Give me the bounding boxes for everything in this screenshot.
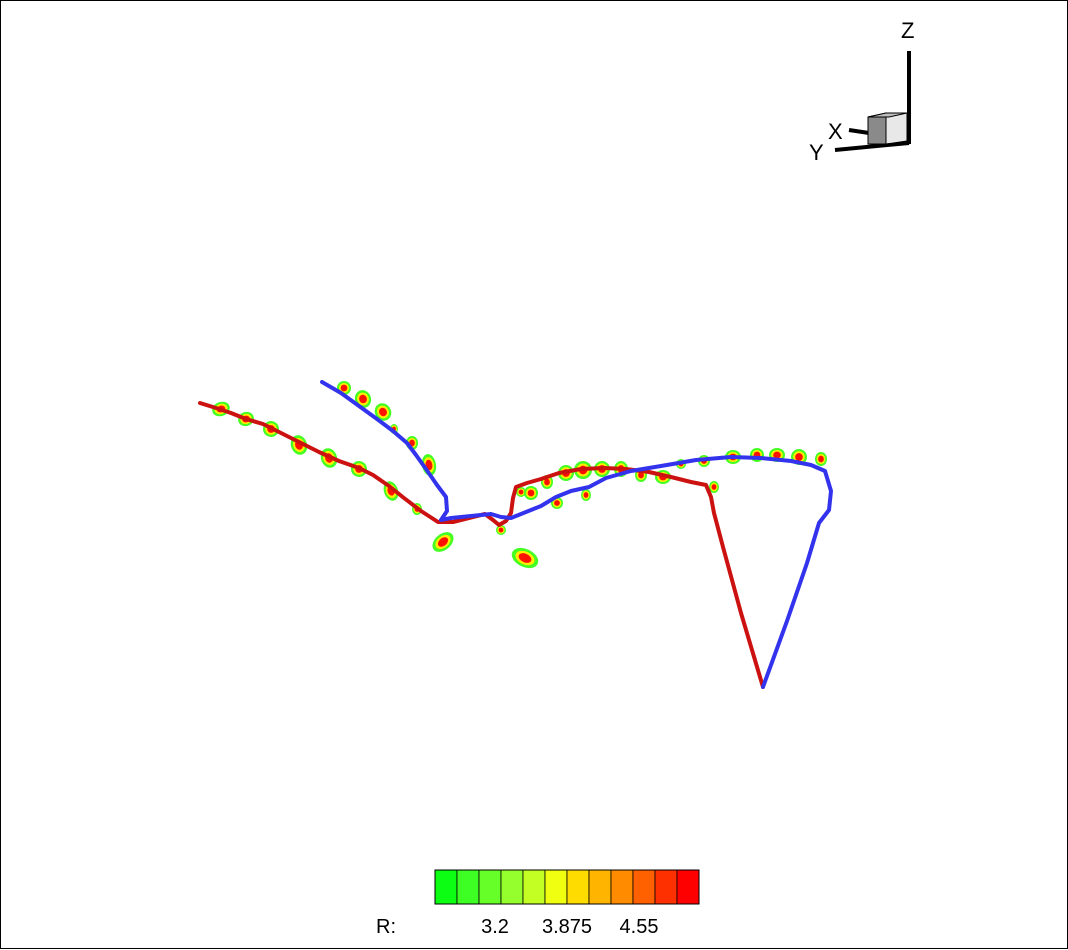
blue-curve bbox=[320, 380, 833, 689]
colorbar-tick-label: 4.55 bbox=[620, 916, 659, 938]
red-curve bbox=[198, 401, 765, 689]
contour-blob bbox=[815, 452, 827, 466]
colorbar-swatch bbox=[588, 869, 612, 905]
orientation-cube-top-face bbox=[867, 112, 908, 118]
contour-blob bbox=[374, 403, 392, 421]
y-axis-label: Y bbox=[809, 140, 824, 165]
colorbar-swatch bbox=[632, 869, 656, 905]
contour-blob bbox=[511, 547, 539, 569]
contour-blob bbox=[709, 481, 719, 493]
contour-blob bbox=[524, 486, 538, 500]
colorbar-swatch bbox=[654, 869, 678, 905]
colorbar-legend: R: 3.2 3.875 4.55 bbox=[376, 869, 700, 938]
orientation-cube-dark-face bbox=[867, 112, 887, 145]
colorbar-swatch bbox=[456, 869, 480, 905]
y-axis-line bbox=[834, 141, 910, 152]
contour-blob bbox=[516, 487, 526, 497]
colorbar-swatch bbox=[478, 869, 502, 905]
colorbar-swatch bbox=[566, 869, 590, 905]
colorbar-tick-label: 3.2 bbox=[481, 916, 509, 938]
colorbar-swatch bbox=[544, 869, 568, 905]
colorbar-swatch bbox=[434, 869, 458, 905]
contour-blob bbox=[496, 525, 506, 535]
colorbar-swatch bbox=[500, 869, 524, 905]
orientation-axes: Z X Y bbox=[809, 18, 914, 165]
colorbar-tick-label: 3.875 bbox=[542, 916, 592, 938]
colorbar-swatches bbox=[434, 869, 700, 905]
x-axis-line bbox=[848, 128, 870, 135]
contour-blob bbox=[432, 532, 454, 552]
colorbar-variable-label: R: bbox=[376, 916, 396, 938]
x-axis-label: X bbox=[828, 119, 843, 144]
colorbar-swatch bbox=[610, 869, 634, 905]
colorbar-swatch bbox=[522, 869, 546, 905]
contour-blob bbox=[581, 489, 591, 501]
contour-blob bbox=[791, 449, 807, 465]
orientation-cube-light-face bbox=[885, 112, 908, 145]
colorbar-border bbox=[434, 869, 700, 905]
contour-blobs bbox=[212, 381, 827, 569]
z-axis-label: Z bbox=[901, 18, 914, 43]
colorbar-swatch bbox=[676, 869, 700, 905]
contour-blob bbox=[354, 390, 372, 408]
